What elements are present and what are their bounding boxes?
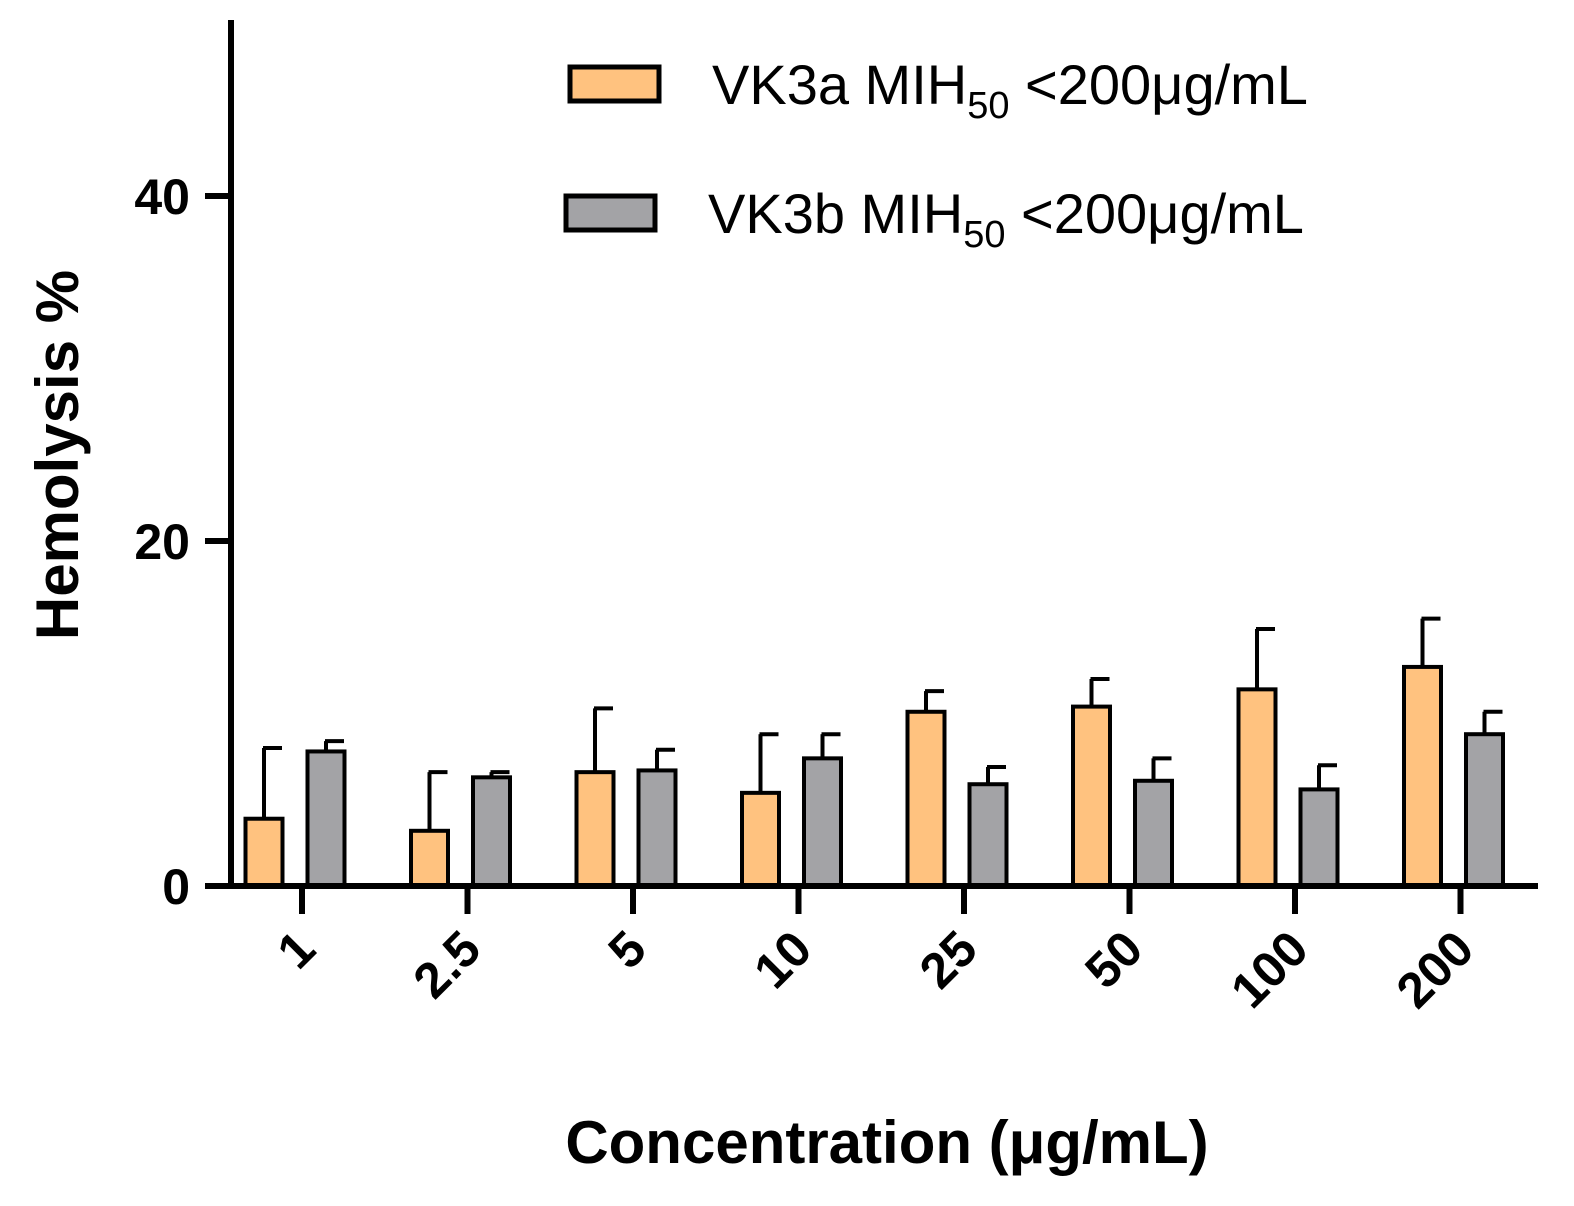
- legend-tail-vk3a: <200μg/mL: [1009, 53, 1307, 116]
- bar-vk3b-25: [967, 782, 1009, 888]
- legend-swatch-vk3b: [563, 193, 658, 233]
- legend-item-vk3a: VK3a MIH50 <200μg/mL: [567, 53, 1308, 127]
- legend: VK3a MIH50 <200μg/mL VK3b MIH50 <200μg/m…: [563, 53, 1308, 256]
- bar-vk3a-5: [574, 770, 616, 889]
- bar-vk3a-200: [1402, 664, 1443, 888]
- svg-text:VK3b MIH50 <200μg/mL: VK3b MIH50 <200μg/mL: [708, 182, 1304, 256]
- legend-item-vk3b: VK3b MIH50 <200μg/mL: [563, 182, 1304, 256]
- legend-label-vk3b: VK3b MIH: [708, 182, 963, 245]
- axes-layer: [205, 20, 1538, 914]
- y-axis-title: Hemolysis %: [24, 270, 91, 640]
- bar-vk3b-100: [1298, 787, 1340, 889]
- legend-sub-vk3b: 50: [963, 214, 1005, 256]
- x-tick-label-10: 10: [743, 920, 822, 999]
- bar-vk3b-50: [1133, 778, 1174, 889]
- x-tick-label-100: 100: [1220, 920, 1319, 1019]
- legend-swatch-vk3a: [567, 64, 662, 104]
- y-tick-label-0: 0: [162, 859, 190, 915]
- y-tick-label-40: 40: [134, 169, 190, 225]
- x-tick-label-2.5: 2.5: [403, 920, 492, 1009]
- legend-tail-vk3b: <200μg/mL: [1005, 182, 1303, 245]
- bar-vk3a-1: [243, 816, 285, 888]
- legend-label-vk3a: VK3a MIH: [712, 53, 967, 116]
- bar-vk3b-200: [1464, 732, 1505, 889]
- bar-vk3b-1: [305, 749, 347, 889]
- x-tick-label-1: 1: [267, 920, 326, 979]
- bar-vk3a-50: [1071, 704, 1112, 888]
- x-tick-label-5: 5: [598, 920, 657, 979]
- bars-layer: [243, 616, 1505, 889]
- bar-vk3b-5: [636, 768, 678, 888]
- bar-vk3a-25: [905, 709, 947, 889]
- bar-vk3a-10: [740, 790, 781, 888]
- labels-layer: 0 20 40 1 2.5 5 10 25 50 100 200: [134, 169, 1484, 1019]
- legend-sub-vk3a: 50: [967, 85, 1009, 127]
- x-tick-label-50: 50: [1074, 920, 1153, 999]
- bar-vk3b-2.5: [471, 775, 512, 889]
- y-tick-label-20: 20: [134, 514, 190, 570]
- svg-text:VK3a MIH50 <200μg/mL: VK3a MIH50 <200μg/mL: [712, 53, 1308, 127]
- bar-vk3a-100: [1236, 687, 1278, 888]
- bar-vk3a-2.5: [409, 828, 450, 888]
- bar-vk3b-10: [802, 756, 843, 888]
- x-axis-title: Concentration (μg/mL): [565, 1109, 1208, 1176]
- x-tick-label-200: 200: [1386, 920, 1485, 1019]
- x-tick-label-25: 25: [909, 920, 988, 999]
